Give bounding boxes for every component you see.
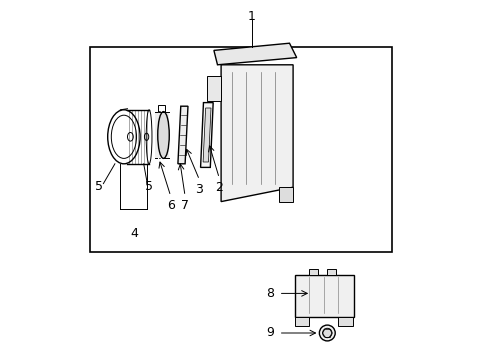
Bar [158,105,164,112]
Text: 3: 3 [195,183,203,196]
Text: 6: 6 [166,199,174,212]
Polygon shape [200,103,213,167]
Bar [89,47,391,252]
Text: 5: 5 [95,180,102,193]
Bar [309,269,318,275]
Bar [154,112,168,158]
Polygon shape [206,76,221,101]
Text: 9: 9 [265,327,273,339]
Text: 7: 7 [181,199,189,212]
Text: 5: 5 [144,180,152,193]
Ellipse shape [322,328,331,338]
Bar [278,187,292,202]
Bar [337,317,352,326]
Ellipse shape [319,325,335,341]
Text: 4: 4 [130,227,138,240]
Bar [294,317,309,326]
Ellipse shape [158,112,169,158]
Polygon shape [203,108,211,162]
Polygon shape [221,65,292,202]
Polygon shape [213,43,296,65]
Bar [294,275,354,317]
Polygon shape [178,106,187,164]
Bar [326,269,336,275]
Text: 1: 1 [247,10,255,23]
Text: 8: 8 [265,287,273,300]
Text: 2: 2 [215,181,223,194]
